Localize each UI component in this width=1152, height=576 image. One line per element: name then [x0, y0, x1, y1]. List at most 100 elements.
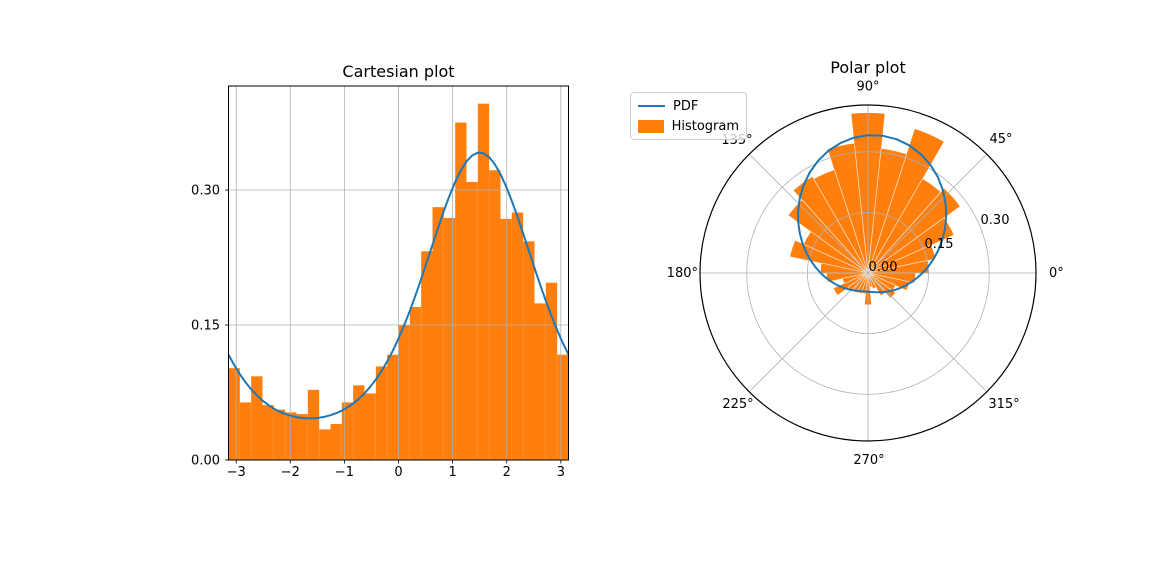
theta-tick-label: 180° — [667, 266, 698, 281]
wedge-seam — [867, 272, 877, 288]
polar-histogram-wedge — [833, 273, 868, 296]
wedge-seam — [867, 154, 907, 274]
histogram-bar — [409, 307, 422, 460]
theta-grid-line — [867, 272, 988, 393]
histogram-bar — [443, 217, 456, 460]
wedge-seam — [867, 272, 893, 291]
histogram-bar — [387, 354, 399, 460]
polar-histogram-wedge — [868, 217, 954, 273]
pdf-line-swatch — [638, 105, 665, 107]
histogram-bar — [557, 354, 569, 460]
y-tick-label: 0.30 — [191, 184, 220, 199]
x-tick-label: −1 — [335, 465, 354, 480]
wedge-seam — [867, 272, 910, 283]
theta-tick-label: 225° — [722, 397, 753, 412]
wedge-seam — [867, 191, 942, 274]
histogram-bar — [489, 170, 501, 461]
x-tick-label: −3 — [227, 465, 246, 480]
histogram-bar — [500, 218, 512, 460]
polar-histogram-wedge — [827, 143, 868, 273]
polar-histogram-wedge — [790, 240, 868, 273]
polar-histogram-wedge — [868, 128, 944, 273]
wedge-seam — [853, 143, 869, 274]
y-tick-label: 0.00 — [191, 454, 220, 469]
theta-tick-label: 270° — [853, 453, 884, 468]
wedge-seam — [810, 231, 869, 274]
x-tick-label: 1 — [448, 465, 456, 480]
wedge-seam — [801, 199, 869, 274]
histogram-bar — [307, 389, 320, 460]
x-tick-label: 3 — [557, 465, 565, 480]
theta-tick-label: 0° — [1049, 266, 1064, 281]
polar-histogram-wedge — [852, 273, 868, 293]
histogram-bar — [432, 207, 444, 460]
y-tick-label: 0.15 — [191, 319, 220, 334]
legend-item-histogram: Histogram — [638, 118, 739, 134]
polar-spine — [699, 104, 1037, 442]
histogram-bar — [285, 412, 297, 460]
histogram-bar — [330, 424, 342, 460]
legend: PDF Histogram — [630, 92, 747, 140]
theta-tick-label: 90° — [856, 80, 879, 95]
x-tick-label: −2 — [281, 465, 300, 480]
polar-histogram-wedge — [868, 273, 896, 291]
wedge-seam — [867, 217, 945, 274]
histogram-bar — [398, 325, 410, 460]
histogram-bar — [251, 376, 263, 460]
polar-axes: 0.000.150.300°45°90°135°180°225°270°315° — [667, 80, 1064, 469]
histogram-bar — [273, 409, 286, 460]
histogram-bar — [534, 303, 546, 460]
wedge-seam — [803, 244, 869, 274]
wedge-seam — [821, 262, 869, 274]
histogram-bar — [523, 241, 535, 460]
histogram-bar — [364, 393, 376, 460]
x-tick-label: 0 — [394, 465, 402, 480]
histogram-bar — [296, 414, 308, 460]
polar-pdf-line — [797, 134, 948, 294]
histogram-legend-label: Histogram — [671, 118, 739, 134]
histogram-bar — [477, 103, 490, 460]
theta-tick-label: 315° — [988, 397, 1019, 412]
polar-histogram-wedge — [803, 231, 868, 273]
histogram-bar — [421, 251, 433, 460]
wedge-seam — [842, 272, 869, 279]
histogram-bar — [466, 181, 478, 460]
polar-histogram-wedge — [868, 188, 960, 273]
r-tick-label: 0.15 — [925, 237, 954, 252]
wedge-seam — [847, 272, 869, 288]
wedge-seam — [867, 272, 873, 287]
polar-histogram-wedge — [868, 178, 941, 273]
histogram-bar — [545, 282, 558, 460]
wedge-seam — [867, 178, 923, 274]
r-tick-label: 0.00 — [869, 260, 898, 275]
polar-histogram-wedge — [868, 273, 886, 296]
polar-plot-title: Polar plot — [830, 58, 906, 77]
wedge-seam — [867, 148, 882, 274]
theta-grid-line — [867, 153, 988, 274]
polar-histogram-wedge — [788, 200, 868, 273]
polar-histogram-wedge — [868, 148, 907, 273]
pdf-legend-label: PDF — [673, 98, 699, 114]
wedge-seam — [861, 272, 869, 293]
theta-grid-line — [748, 272, 869, 393]
theta-tick-label: 45° — [989, 132, 1012, 147]
histogram-bar — [262, 405, 274, 460]
pdf-line — [227, 151, 570, 420]
wedge-seam — [867, 259, 928, 274]
wedge-seam — [867, 244, 931, 274]
histogram-bar — [375, 366, 388, 460]
legend-item-pdf: PDF — [638, 98, 739, 114]
histogram-patch-swatch — [638, 119, 664, 133]
wedge-seam — [867, 272, 896, 286]
histogram-bar — [341, 402, 354, 460]
polar-histogram-wedge — [868, 245, 936, 273]
wedge-seam — [813, 178, 869, 274]
histogram-bar — [228, 368, 240, 460]
x-tick-label: 2 — [503, 465, 511, 480]
wedge-seam — [844, 272, 869, 284]
polar-histogram-wedge — [813, 169, 868, 273]
histogram-bar — [353, 385, 365, 460]
wedge-seam — [856, 272, 869, 292]
